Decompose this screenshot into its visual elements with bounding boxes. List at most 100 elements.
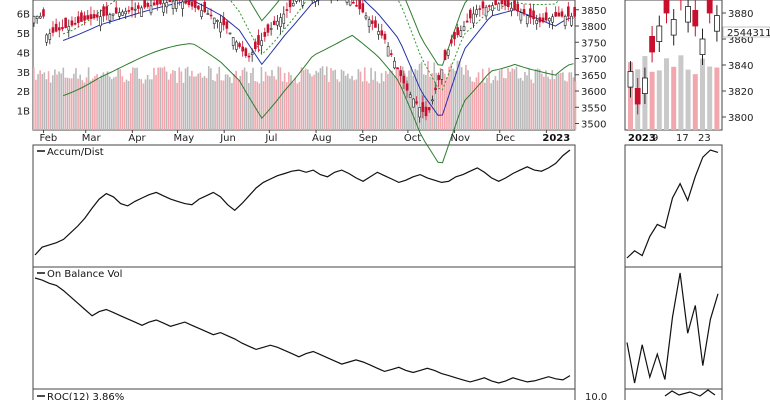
- volume-bar: [406, 76, 408, 130]
- volume-bar: [191, 70, 193, 130]
- volume-bar: [47, 71, 50, 130]
- candle-body: [152, 2, 156, 6]
- volume-bar: [134, 67, 136, 130]
- detail-ytick-label: 3860: [728, 35, 753, 46]
- candle-body: [570, 15, 573, 26]
- volume-bar: [70, 78, 73, 130]
- volume-bar: [64, 77, 67, 130]
- volume-bar: [372, 79, 374, 130]
- candle-body: [244, 48, 248, 56]
- volume-bar: [170, 73, 172, 130]
- volume-bar: [382, 81, 385, 130]
- candle-body: [513, 0, 516, 10]
- volume-bar: [353, 80, 355, 130]
- candle-body: [494, 0, 497, 5]
- detail-candle-body: [663, 0, 670, 14]
- candle-body: [133, 8, 137, 11]
- candle-body: [254, 41, 257, 50]
- candle-body: [484, 6, 488, 17]
- candle-body: [250, 52, 254, 55]
- volume-bar: [311, 76, 313, 130]
- volume-bar: [378, 83, 381, 130]
- candle-body: [118, 12, 121, 17]
- volume-bar: [58, 71, 60, 130]
- volume-bar: [454, 70, 457, 130]
- volume-bars-detail: [628, 55, 720, 131]
- candle-body: [73, 22, 77, 25]
- candle-body: [86, 15, 90, 20]
- volume-bar: [357, 69, 360, 130]
- volume-bar: [176, 82, 178, 130]
- volume-bar: [486, 77, 488, 130]
- obv-detail-panel-frame: [624, 266, 723, 390]
- volume-bar: [292, 82, 294, 130]
- volume-tick-label: 5B: [17, 29, 30, 40]
- volume-bar: [313, 74, 315, 130]
- volume-bar: [231, 83, 233, 130]
- volume-bar: [393, 75, 396, 130]
- volume-bar: [336, 79, 339, 130]
- volume-bar: [237, 79, 240, 130]
- volume-bar: [151, 79, 153, 130]
- candle-body: [459, 30, 463, 37]
- volume-bar: [167, 79, 170, 130]
- volume-bar: [473, 82, 476, 130]
- candle-body: [491, 5, 494, 11]
- candle-body: [389, 53, 393, 55]
- detail-ytick-label: 3880: [728, 9, 753, 20]
- roc-detail-panel-frame: [624, 388, 723, 400]
- candle-body: [443, 50, 447, 61]
- volume-bar: [180, 71, 183, 130]
- volume-bar: [77, 78, 79, 130]
- volume-bar: [260, 66, 263, 130]
- volume-bar: [519, 77, 522, 130]
- volume-bar: [96, 74, 98, 130]
- candle-body: [238, 43, 241, 47]
- volume-bar: [212, 79, 214, 130]
- candle-body: [548, 18, 551, 22]
- price-xtick-label: May: [174, 133, 195, 144]
- volume-bar: [157, 67, 159, 130]
- volume-bar: [505, 78, 507, 130]
- volume-bar: [262, 81, 265, 130]
- volume-bar: [361, 81, 364, 130]
- volume-bar: [51, 75, 54, 130]
- volume-bar: [351, 75, 353, 130]
- volume-bar: [399, 73, 402, 130]
- volume-bars: [33, 60, 577, 131]
- candle-body: [67, 26, 71, 31]
- volume-bar: [119, 69, 122, 130]
- price-xtick-label: Nov: [451, 133, 471, 144]
- detail-xtick-label: 23: [698, 133, 711, 144]
- accum-dist-detail-panel-frame: [624, 144, 723, 268]
- volume-bar: [155, 74, 157, 130]
- volume-bar: [408, 70, 410, 130]
- candle-body: [76, 16, 80, 24]
- roc-title-text: ROC(12) 3.86%: [47, 392, 124, 400]
- candle-body: [42, 9, 45, 17]
- volume-bar: [186, 66, 189, 130]
- price-candles: [32, 0, 576, 123]
- candle-body: [114, 7, 118, 14]
- candle-body: [310, 0, 314, 1]
- volume-bar: [534, 69, 537, 130]
- detail-volume-bar: [678, 55, 684, 130]
- volume-tick-label: 4B: [17, 48, 30, 59]
- volume-bar: [197, 73, 200, 130]
- candle-body: [348, 0, 352, 6]
- volume-bar: [45, 79, 48, 130]
- volume-bar: [296, 83, 299, 130]
- candle-body: [187, 0, 191, 6]
- candle-body: [61, 26, 64, 30]
- candle-body: [127, 10, 131, 12]
- detail-xtick-label: 17: [676, 133, 689, 144]
- accum-dist-detail-line: [626, 149, 719, 259]
- volume-bar: [54, 69, 56, 130]
- volume-bar: [574, 81, 577, 130]
- candle-body: [383, 33, 387, 40]
- volume-bar: [380, 73, 383, 130]
- candle-body: [355, 5, 358, 7]
- volume-bar: [252, 67, 254, 130]
- accum-dist-panel-frame: [32, 144, 576, 268]
- candle-body: [453, 31, 456, 40]
